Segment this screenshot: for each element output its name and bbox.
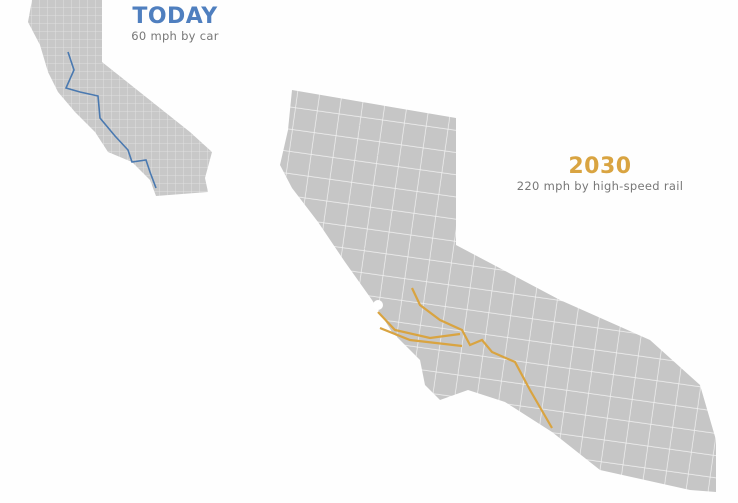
today-block: TODAY 60 mph by car	[110, 4, 240, 43]
california-2030	[280, 90, 716, 492]
future-title: 2030	[568, 154, 632, 179]
route-car	[64, 51, 157, 189]
today-title: TODAY	[132, 4, 218, 29]
bay-area	[373, 300, 383, 310]
future-subtitle: 220 mph by high-speed rail	[516, 179, 684, 193]
california-today	[28, 0, 212, 196]
future-block: 2030 220 mph by high-speed rail	[490, 154, 710, 193]
today-subtitle: 60 mph by car	[131, 29, 219, 43]
route-rail	[377, 287, 553, 429]
